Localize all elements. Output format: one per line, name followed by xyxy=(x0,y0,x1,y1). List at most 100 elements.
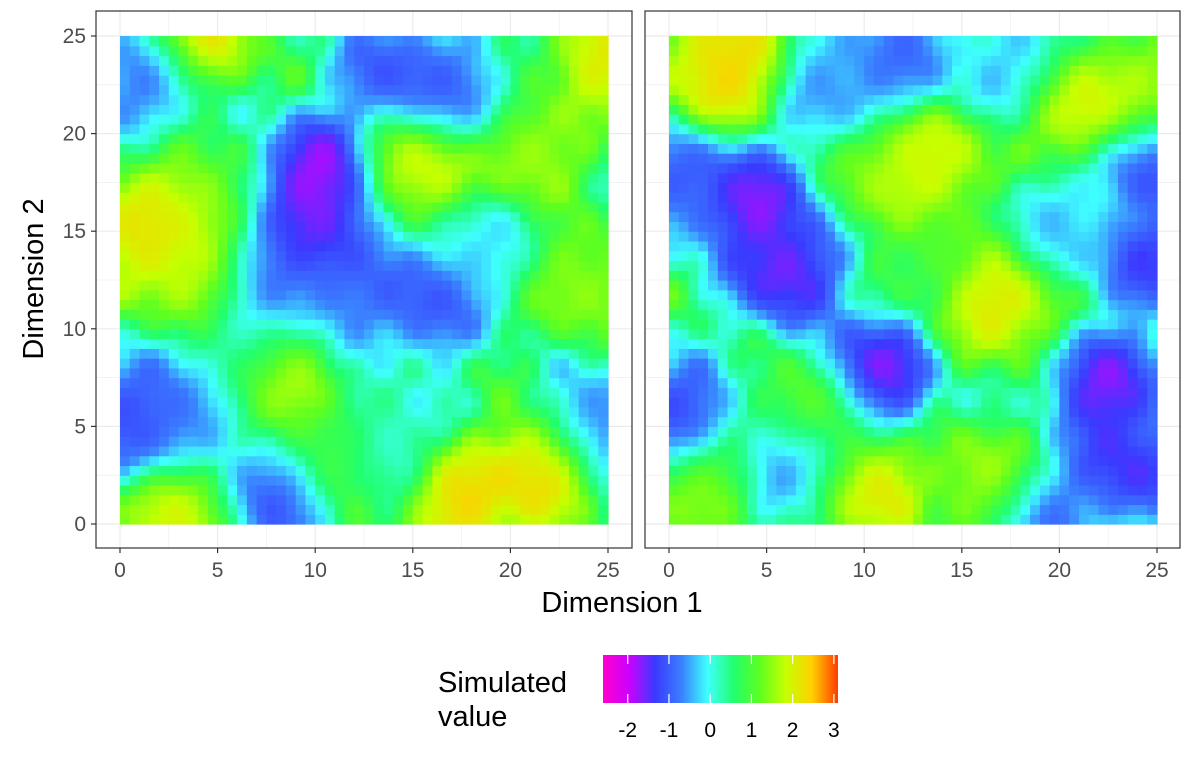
heat-tile xyxy=(540,329,550,339)
heat-tile xyxy=(354,485,364,495)
heat-tile xyxy=(218,104,228,114)
heat-tile xyxy=(835,36,845,46)
heat-tile xyxy=(874,446,884,456)
heat-tile xyxy=(247,329,257,339)
heat-tile xyxy=(520,85,530,95)
heat-tile xyxy=(403,124,413,134)
heat-tile xyxy=(1069,134,1079,144)
heat-tile xyxy=(140,241,150,251)
heat-tile xyxy=(237,163,247,173)
heat-tile xyxy=(796,143,806,153)
heat-tile xyxy=(1079,124,1089,134)
heat-tile xyxy=(501,446,511,456)
heat-tile xyxy=(159,514,169,524)
heat-tile xyxy=(579,514,589,524)
heat-tile xyxy=(991,143,1001,153)
heat-tile xyxy=(718,387,728,397)
heat-tile xyxy=(559,95,569,105)
heat-tile xyxy=(315,368,325,378)
heat-tile xyxy=(471,36,481,46)
heat-tile xyxy=(569,436,579,446)
heat-tile xyxy=(747,309,757,319)
heat-tile xyxy=(403,280,413,290)
heat-tile xyxy=(835,514,845,524)
heat-tile xyxy=(1040,163,1050,173)
heat-tile xyxy=(835,485,845,495)
heat-tile xyxy=(757,95,767,105)
heat-tile xyxy=(854,456,864,466)
heat-tile xyxy=(471,85,481,95)
heat-tile xyxy=(981,124,991,134)
heat-tile xyxy=(198,75,208,85)
heat-tile xyxy=(669,260,679,270)
heat-tile xyxy=(972,212,982,222)
heat-tile xyxy=(1030,65,1040,75)
heat-tile xyxy=(501,339,511,349)
heat-tile xyxy=(579,329,589,339)
heat-tile xyxy=(423,514,433,524)
heat-tile xyxy=(520,36,530,46)
heat-tile xyxy=(471,475,481,485)
heat-tile xyxy=(374,426,384,436)
heat-tile xyxy=(120,114,130,124)
heat-tile xyxy=(423,212,433,222)
heat-tile xyxy=(549,514,559,524)
heat-tile xyxy=(257,387,267,397)
heat-tile xyxy=(374,104,384,114)
heat-tile xyxy=(796,378,806,388)
heat-tile xyxy=(923,270,933,280)
heat-tile xyxy=(1069,436,1079,446)
heat-tile xyxy=(1089,85,1099,95)
heat-tile xyxy=(942,495,952,505)
heat-tile xyxy=(227,290,237,300)
heat-tile xyxy=(991,65,1001,75)
heat-tile xyxy=(942,134,952,144)
heat-tile xyxy=(747,75,757,85)
heat-tile xyxy=(198,465,208,475)
heat-tile xyxy=(208,475,218,485)
heat-tile xyxy=(796,397,806,407)
heat-tile xyxy=(188,387,198,397)
heat-tile xyxy=(130,290,140,300)
heat-tile xyxy=(452,95,462,105)
heat-tile xyxy=(159,163,169,173)
heat-tile xyxy=(374,446,384,456)
heat-tile xyxy=(1098,231,1108,241)
heat-tile xyxy=(1098,46,1108,56)
heat-tile xyxy=(913,397,923,407)
heat-tile xyxy=(579,446,589,456)
heat-tile xyxy=(1001,95,1011,105)
heat-tile xyxy=(471,465,481,475)
heat-tile xyxy=(972,153,982,163)
heat-tile xyxy=(913,143,923,153)
heat-tile xyxy=(923,309,933,319)
heat-tile xyxy=(1020,300,1030,310)
heat-tile xyxy=(962,387,972,397)
heat-tile xyxy=(149,231,159,241)
heat-tile xyxy=(825,475,835,485)
heat-tile xyxy=(198,456,208,466)
heat-tile xyxy=(1001,397,1011,407)
heat-tile xyxy=(933,407,943,417)
heat-tile xyxy=(305,339,315,349)
heat-tile xyxy=(569,202,579,212)
heat-tile xyxy=(335,114,345,124)
heat-tile xyxy=(972,251,982,261)
heat-tile xyxy=(689,65,699,75)
heat-tile xyxy=(276,495,286,505)
heat-tile xyxy=(413,358,423,368)
heat-tile xyxy=(952,182,962,192)
heat-tile xyxy=(1059,465,1069,475)
heat-tile xyxy=(344,124,354,134)
heat-tile xyxy=(364,387,374,397)
heat-tile xyxy=(815,397,825,407)
heat-tile xyxy=(1128,426,1138,436)
heat-tile xyxy=(825,465,835,475)
heat-tile xyxy=(708,260,718,270)
heat-tile xyxy=(120,514,130,524)
heat-tile xyxy=(491,85,501,95)
heat-tile xyxy=(737,387,747,397)
heat-tile xyxy=(1098,124,1108,134)
heat-tile xyxy=(747,378,757,388)
heat-tile xyxy=(1050,407,1060,417)
